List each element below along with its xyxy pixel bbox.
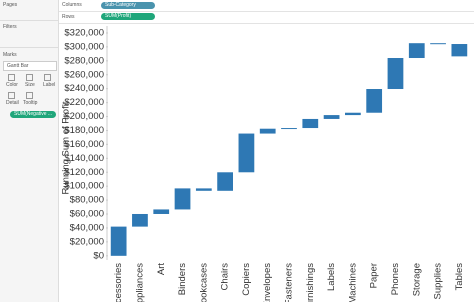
x-tick-label: Art (156, 263, 167, 276)
y-tick-label: $120,000 (64, 167, 104, 178)
bar (345, 112, 361, 116)
bar (259, 128, 276, 134)
side-pane: Pages Filters Marks Gantt Bar Color Size… (0, 0, 59, 302)
x-tick-label: Binders (177, 263, 188, 295)
detail-icon[interactable] (8, 92, 15, 99)
size-icon[interactable] (26, 74, 33, 81)
x-tick-label: Labels (326, 263, 337, 291)
y-tick-label: $260,000 (64, 69, 104, 80)
bar (366, 89, 383, 113)
x-tick-label: Furnishings (305, 263, 316, 302)
mark-type: Gantt Bar (7, 63, 29, 69)
y-tick-label: $100,000 (64, 181, 104, 192)
bar (430, 43, 446, 45)
columns-label: Columns (62, 2, 82, 8)
tooltip-icon[interactable] (26, 92, 33, 99)
mark-button[interactable]: Detail (6, 100, 19, 106)
y-tick-label: $180,000 (64, 125, 104, 136)
filters-title: Filters (3, 24, 17, 30)
columns-shelf: Columns Sub-Category (59, 0, 474, 12)
y-tick-label: $20,000 (70, 236, 104, 247)
bar (153, 209, 170, 214)
x-tick-label: Bookcases (198, 263, 209, 302)
x-tick-label: Phones (390, 263, 401, 295)
rows-pill[interactable]: SUM(Profit) (101, 13, 155, 20)
x-tick-label: Tables (454, 263, 465, 291)
y-tick-label: $200,000 (64, 111, 104, 122)
bar (195, 188, 212, 191)
x-tick-label: Supplies (433, 263, 444, 300)
rows-label: Rows (62, 14, 75, 20)
mark-type-dropdown[interactable]: Gantt Bar (3, 61, 57, 71)
y-tick-label: $240,000 (64, 83, 104, 94)
x-tick-label: Accessories (113, 263, 124, 302)
bar (174, 188, 191, 210)
bar (387, 58, 404, 90)
y-axis-title: Running Sum of Profit (61, 101, 72, 194)
pages-title: Pages (3, 2, 18, 8)
y-tick-label: $320,000 (64, 27, 104, 38)
y-tick-label: $60,000 (70, 209, 104, 220)
y-tick-label: $0 (93, 250, 104, 261)
x-tick-label: Envelopes (262, 263, 273, 302)
y-tick-label: $160,000 (64, 139, 104, 150)
mark-button[interactable]: Tooltip (23, 100, 38, 106)
bar (302, 118, 319, 129)
color-icon[interactable] (8, 74, 15, 81)
bar (110, 226, 127, 256)
y-tick-label: $40,000 (70, 222, 104, 233)
columns-pill[interactable]: Sub-Category (101, 2, 155, 9)
marks-title: Marks (3, 52, 17, 58)
y-tick-label: $140,000 (64, 153, 104, 164)
y-tick-label: $80,000 (70, 195, 104, 206)
bar (323, 115, 340, 119)
marks-pill[interactable]: SUM(Negative ... (10, 111, 56, 118)
bar (132, 213, 148, 227)
bar (408, 43, 425, 59)
mark-button[interactable]: Label (43, 82, 56, 88)
x-tick-label: Fasteners (284, 263, 295, 302)
bar (238, 133, 255, 173)
y-tick-label: $220,000 (64, 97, 104, 108)
x-tick-label: Storage (411, 263, 422, 296)
x-tick-label: Appliances (134, 263, 145, 302)
x-tick-label: Paper (369, 263, 380, 288)
bar (217, 172, 233, 191)
y-tick-label: $300,000 (64, 41, 104, 52)
x-tick-label: Chairs (220, 263, 231, 291)
rows-shelf: Rows SUM(Profit) (59, 12, 474, 24)
mark-button[interactable]: Size (25, 82, 35, 88)
pages-card: Pages (0, 0, 58, 21)
filters-card: Filters (0, 21, 58, 48)
bar (451, 44, 468, 57)
mark-button[interactable]: Color (6, 82, 18, 88)
bar (281, 128, 297, 130)
label-icon[interactable] (44, 74, 51, 81)
x-tick-label: Copiers (241, 263, 252, 296)
x-tick-label: Machines (347, 263, 358, 302)
y-tick-label: $280,000 (64, 55, 104, 66)
